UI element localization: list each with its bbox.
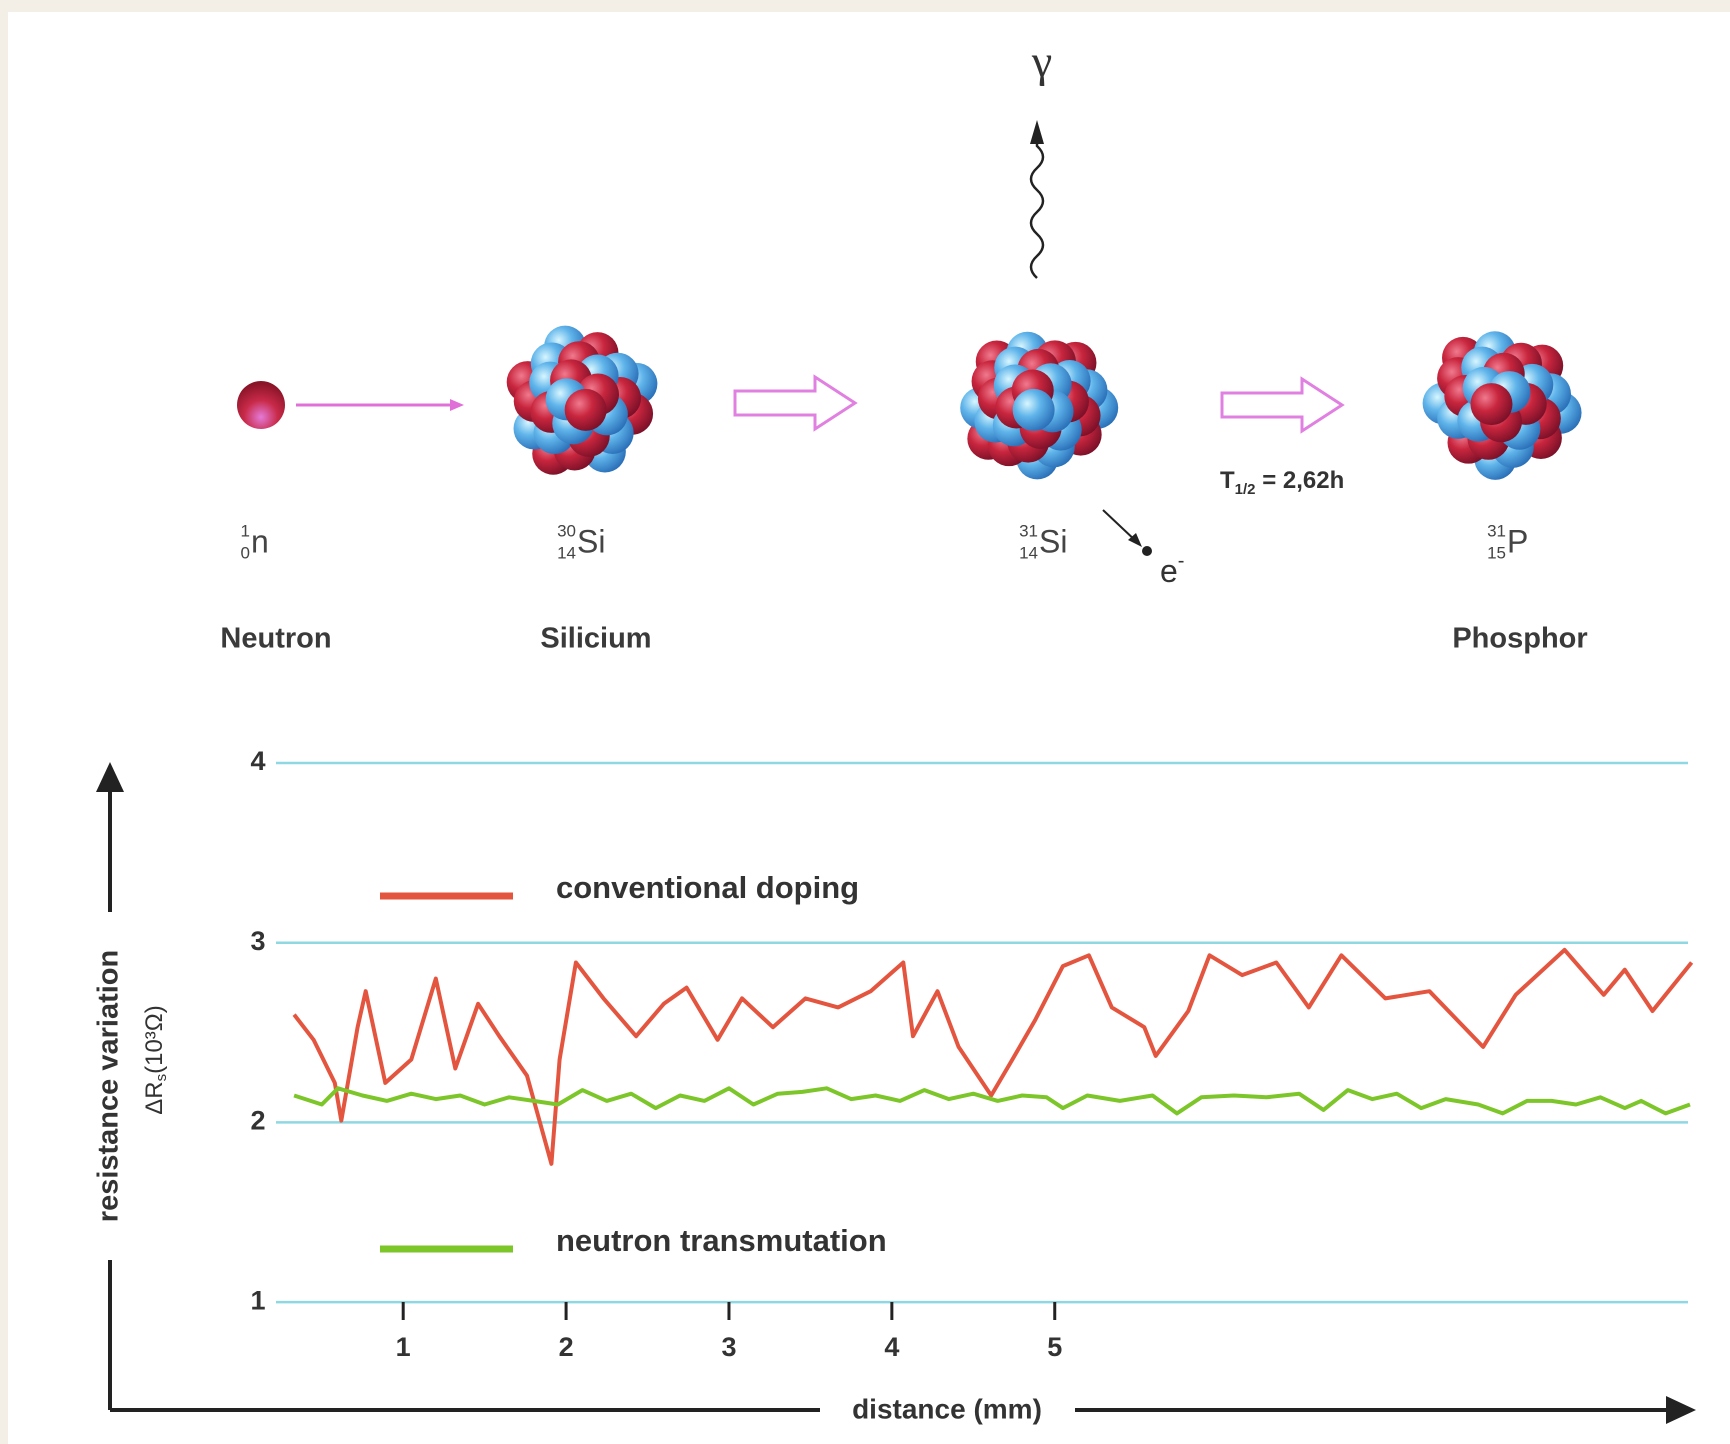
- mass-number: 31: [1019, 521, 1038, 540]
- legend-label: neutron transmutation: [556, 1223, 887, 1258]
- unit-symbol: ΔR: [141, 1081, 168, 1114]
- legend-label: conventional doping: [556, 870, 859, 905]
- y-tick-label: 1: [250, 1285, 265, 1315]
- electron-symbol: e: [1160, 553, 1178, 589]
- element-symbol: Si: [577, 523, 605, 559]
- page: γ e- T1/2 = 2,62h 1 0 n 30 14 Si 31 14 S…: [0, 0, 1730, 1444]
- atomic-number: 14: [557, 543, 576, 562]
- figure: γ e- T1/2 = 2,62h 1 0 n 30 14 Si 31 14 S…: [0, 0, 1730, 1444]
- mass-number: 31: [1487, 521, 1506, 540]
- neutron-ball: [237, 381, 285, 429]
- y-axis-unit: ΔRs(10³Ω): [141, 1005, 170, 1115]
- y-tick-label: 4: [250, 746, 265, 776]
- mass-number: 1: [241, 521, 250, 540]
- electron-charge: -: [1178, 550, 1185, 572]
- x-tick-label: 2: [559, 1332, 574, 1362]
- nucleon: [1470, 383, 1512, 425]
- y-tick-label: 3: [250, 926, 265, 956]
- element-symbol: n: [251, 523, 269, 559]
- electron-dot: [1142, 546, 1152, 556]
- atomic-number: 14: [1019, 543, 1038, 562]
- unit-subscript: s: [153, 1074, 170, 1082]
- atomic-number: 15: [1487, 543, 1506, 562]
- half-life-subscript: 1/2: [1235, 481, 1256, 498]
- mass-number: 30: [557, 521, 576, 540]
- half-life-symbol: T: [1220, 467, 1235, 494]
- x-tick-label: 3: [721, 1332, 736, 1362]
- x-tick-label: 5: [1047, 1332, 1062, 1362]
- element-name: Silicium: [540, 623, 651, 655]
- element-symbol: P: [1507, 523, 1528, 559]
- x-tick-label: 1: [396, 1332, 411, 1362]
- x-tick-label: 4: [884, 1332, 899, 1362]
- gamma-label: γ: [1031, 36, 1052, 87]
- unit-scale: (10³Ω): [141, 1005, 168, 1074]
- element-name: Neutron: [220, 623, 331, 655]
- half-life-value: = 2,62h: [1256, 467, 1345, 494]
- atomic-number: 0: [241, 543, 250, 562]
- element-symbol: Si: [1039, 523, 1067, 559]
- element-name: Phosphor: [1452, 623, 1587, 655]
- nucleon: [1013, 389, 1055, 431]
- nucleon: [565, 389, 607, 431]
- y-tick-label: 2: [250, 1106, 265, 1136]
- x-axis-label: distance (mm): [852, 1393, 1042, 1424]
- y-axis-label: resistance variation: [93, 950, 125, 1222]
